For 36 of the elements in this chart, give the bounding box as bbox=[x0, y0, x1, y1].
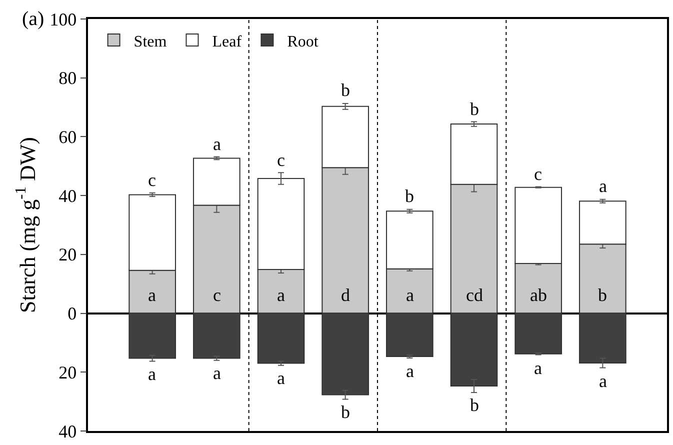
data-label: a bbox=[277, 285, 285, 305]
data-label: a bbox=[599, 371, 607, 391]
data-label: c bbox=[148, 170, 156, 190]
data-label: b bbox=[470, 99, 479, 119]
data-label: b bbox=[341, 80, 350, 100]
data-label: b bbox=[470, 395, 479, 415]
data-label: b bbox=[341, 402, 350, 422]
data-label: a bbox=[148, 285, 156, 305]
data-label: a bbox=[213, 134, 221, 154]
y-tick-label: 0 bbox=[68, 304, 77, 324]
y-tick-label: 20 bbox=[58, 362, 77, 382]
data-label: b bbox=[405, 186, 414, 206]
y-tick-label: 80 bbox=[58, 68, 77, 88]
data-label: ab bbox=[530, 285, 547, 305]
data-label: b bbox=[598, 285, 607, 305]
data-label: a bbox=[406, 285, 414, 305]
data-label: c bbox=[534, 164, 542, 184]
legend-label: Leaf bbox=[212, 33, 242, 50]
data-label: a bbox=[277, 368, 285, 388]
legend-label: Stem bbox=[134, 33, 168, 50]
data-label: a bbox=[213, 363, 221, 383]
y-tick-label: 100 bbox=[50, 9, 77, 30]
y-tick-label: 60 bbox=[58, 127, 77, 148]
data-label: a bbox=[406, 361, 414, 381]
data-label: c bbox=[277, 150, 285, 170]
y-tick-label: 40 bbox=[58, 186, 77, 206]
data-label: cd bbox=[466, 285, 483, 305]
chart-title: (a) bbox=[22, 8, 44, 30]
data-label: a bbox=[148, 364, 156, 384]
legend-label: Root bbox=[287, 33, 319, 50]
data-label: c bbox=[213, 285, 221, 305]
data-label: d bbox=[341, 285, 350, 305]
y-tick-label: 20 bbox=[58, 244, 77, 265]
data-label: a bbox=[534, 358, 542, 378]
y-tick-label: 40 bbox=[58, 421, 77, 442]
data-label: a bbox=[599, 176, 607, 196]
